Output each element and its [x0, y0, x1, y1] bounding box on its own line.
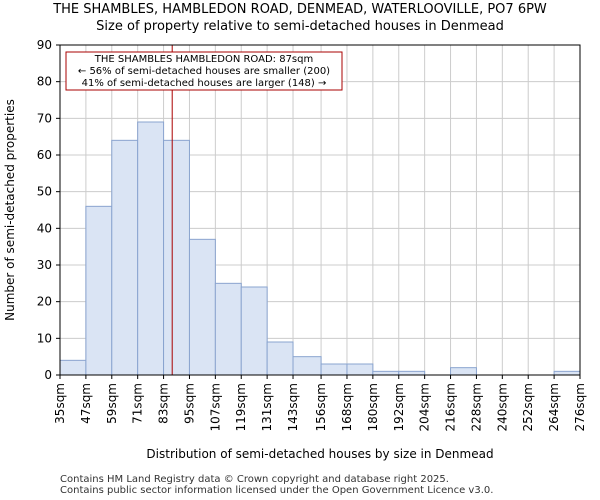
y-tick-label: 90	[37, 38, 52, 52]
x-tick-label: 192sqm	[392, 383, 406, 431]
histogram-bar	[137, 121, 165, 376]
histogram-bar	[553, 370, 581, 376]
x-tick-label: 264sqm	[547, 383, 561, 431]
y-tick-label: 60	[37, 148, 52, 162]
y-tick-label: 30	[37, 258, 52, 272]
x-axis-label: Distribution of semi-detached houses by …	[146, 447, 493, 461]
histogram-bar	[398, 370, 426, 376]
y-tick-label: 0	[44, 368, 52, 382]
footer-licence: Contains public sector information licen…	[60, 485, 494, 496]
x-tick-label: 228sqm	[469, 383, 483, 431]
y-tick-label: 20	[37, 295, 52, 309]
chart-title: THE SHAMBLES, HAMBLEDON ROAD, DENMEAD, W…	[53, 2, 547, 17]
histogram-bar	[111, 139, 139, 376]
histogram-bar	[85, 205, 113, 376]
histogram-bar	[266, 341, 294, 376]
x-tick-label: 59sqm	[105, 383, 119, 424]
x-tick-label: 119sqm	[234, 383, 248, 431]
x-tick-label: 143sqm	[286, 383, 300, 431]
histogram-bar	[346, 363, 374, 376]
histogram-bar	[59, 359, 87, 376]
x-tick-label: 240sqm	[495, 383, 509, 431]
x-tick-label: 71sqm	[131, 383, 145, 424]
y-tick-label: 40	[37, 221, 52, 235]
annotation-line-2: ← 56% of semi-detached houses are smalle…	[78, 66, 330, 77]
histogram-bar	[188, 238, 216, 376]
histogram-bar	[240, 286, 268, 376]
x-tick-label: 276sqm	[573, 383, 587, 431]
histogram-bar	[450, 367, 477, 376]
plot-frame	[59, 44, 581, 376]
x-tick-label: 216sqm	[444, 383, 458, 431]
histogram-bar	[292, 356, 322, 376]
histogram-bar	[214, 282, 242, 376]
annotation-line-3: 41% of semi-detached houses are larger (…	[82, 78, 327, 89]
x-tick-label: 83sqm	[157, 383, 171, 424]
x-tick-label: 35sqm	[53, 383, 67, 424]
chart-subtitle: Size of property relative to semi-detach…	[96, 19, 504, 34]
y-tick-label: 50	[37, 185, 52, 199]
x-tick-label: 156sqm	[314, 383, 328, 431]
x-tick-label: 107sqm	[208, 383, 222, 431]
x-tick-label: 131sqm	[260, 383, 274, 431]
histogram-bar	[320, 363, 348, 376]
y-tick-label: 70	[37, 111, 52, 125]
x-tick-label: 204sqm	[418, 383, 432, 431]
x-tick-label: 168sqm	[340, 383, 354, 431]
y-tick-label: 10	[37, 331, 52, 345]
histogram-bar	[163, 139, 190, 376]
x-tick-label: 47sqm	[79, 383, 93, 424]
y-axis-label: Number of semi-detached properties	[3, 99, 17, 321]
x-tick-label: 180sqm	[366, 383, 380, 431]
histogram-bar	[372, 370, 400, 376]
x-tick-label: 252sqm	[521, 383, 535, 431]
annotation-box	[65, 51, 343, 91]
x-tick-label: 95sqm	[182, 383, 196, 424]
footer-copyright: Contains HM Land Registry data © Crown c…	[60, 474, 449, 485]
annotation-line-1: THE SHAMBLES HAMBLEDON ROAD: 87sqm	[94, 54, 313, 65]
y-tick-label: 80	[37, 75, 52, 89]
